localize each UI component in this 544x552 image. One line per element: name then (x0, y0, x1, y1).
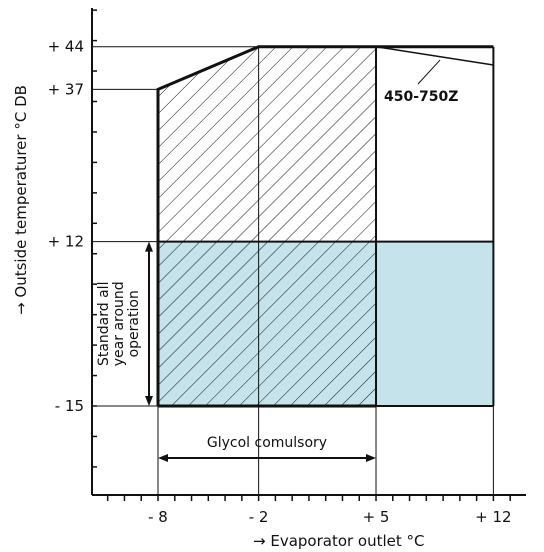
standard-operation-text: Standard all (96, 282, 112, 367)
arrowhead-right (366, 454, 377, 462)
y-tick-label: + 12 (48, 233, 84, 251)
y-axis-label: → Outside temperaturer °C DB (12, 85, 30, 315)
glycol-label: Glycol comulsory (207, 435, 327, 451)
standard-operation-text: year around (111, 281, 127, 366)
arrowhead-left (158, 454, 168, 462)
envelope-outline-layer: 450-750Z (156, 45, 495, 408)
y-tick-label: + 44 (48, 38, 84, 56)
model-label: 450-750Z (384, 89, 458, 105)
model-leader (417, 59, 441, 85)
x-tick-label: - 2 (249, 508, 269, 526)
annotations: Standard all year around operation Glycol c… (96, 241, 377, 462)
regions-layer (158, 46, 494, 406)
standard-operation-text: operation (126, 290, 142, 357)
arrowhead-up (145, 241, 153, 252)
x-tick-label: + 12 (475, 508, 511, 526)
x-axis-label: → Evaporator outlet °C (253, 532, 425, 550)
hatched-region (158, 46, 377, 406)
tick-labels: - 15 + 12 + 37 + 44 - 8 - 2 + 5 + 12 (48, 38, 512, 526)
model-curve (375, 45, 494, 66)
x-tick-label: + 5 (363, 508, 390, 526)
axes (91, 8, 526, 501)
arrowhead-down (145, 396, 153, 406)
y-tick-label: + 37 (48, 80, 84, 98)
y-tick-label: - 15 (55, 397, 84, 415)
x-tick-label: - 8 (148, 508, 168, 526)
